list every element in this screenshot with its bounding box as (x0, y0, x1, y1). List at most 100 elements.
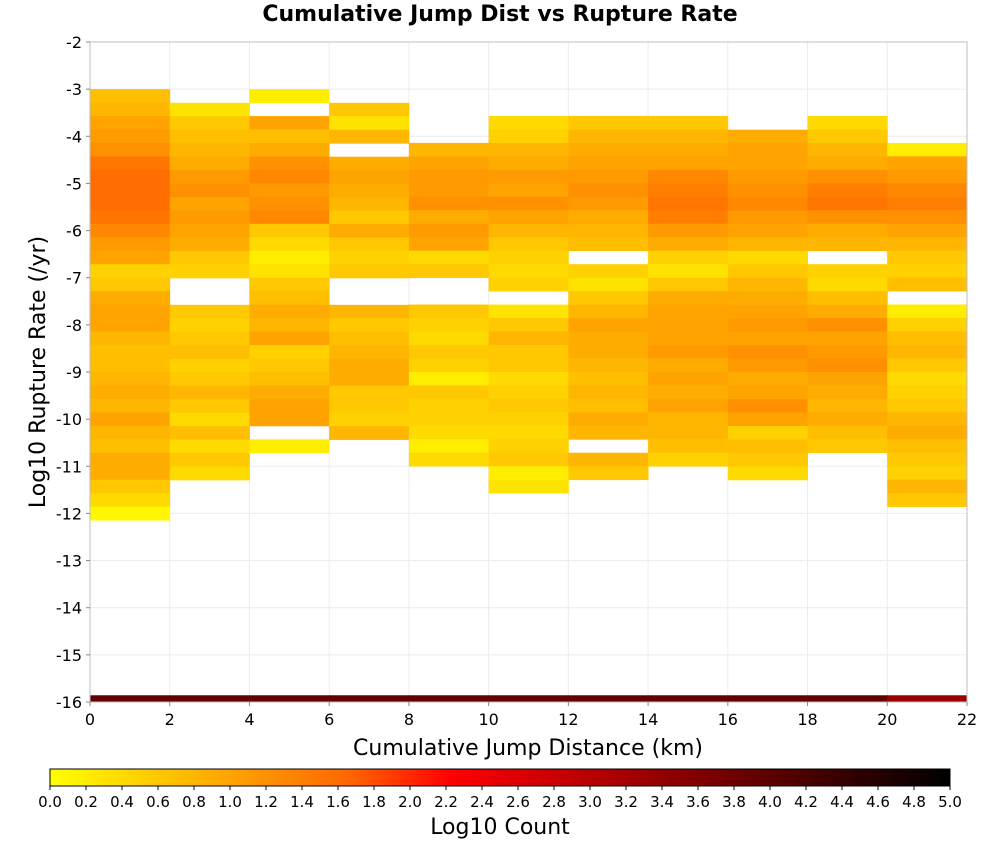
heatmap-cell (408, 196, 490, 211)
heatmap-cell (169, 224, 250, 238)
heatmap-cell (648, 142, 729, 157)
heatmap-cell (727, 237, 808, 252)
heatmap-cell (807, 237, 888, 252)
y-tick-label: -2 (66, 33, 82, 52)
heatmap-cell (568, 385, 649, 400)
heatmap-cell (648, 183, 729, 198)
heatmap-cell (408, 210, 490, 225)
heatmap-cell (727, 291, 808, 306)
colorbar-tick-label: 3.0 (578, 793, 602, 811)
heatmap-cell (648, 129, 729, 144)
heatmap-cell (488, 304, 569, 319)
heatmap-cell (807, 304, 888, 319)
heatmap-cell (169, 466, 250, 481)
heatmap-cell (408, 317, 490, 332)
y-tick-label: -5 (66, 174, 82, 193)
heatmap-cell (648, 358, 729, 373)
heatmap-cell (807, 210, 888, 225)
heatmap-cell (249, 169, 330, 184)
heatmap-cell (249, 358, 330, 373)
colorbar (49, 768, 951, 787)
heatmap-cell (648, 291, 729, 305)
heatmap-cell (249, 264, 330, 279)
heatmap-cell (408, 425, 490, 440)
colorbar-tick-label: 1.6 (326, 793, 350, 811)
heatmap-cell (329, 318, 410, 333)
heatmap-cell (249, 371, 330, 386)
heatmap-cell (887, 156, 968, 171)
heatmap-cell (807, 331, 888, 346)
heatmap-cell (488, 237, 569, 252)
heatmap-cell (90, 210, 171, 225)
colorbar-tick-label: 3.6 (686, 793, 710, 811)
heatmap-cell (727, 331, 808, 346)
heatmap-cell (249, 129, 330, 144)
heatmap-cell (169, 197, 250, 211)
heatmap-cell (568, 371, 649, 386)
heatmap-cell (169, 453, 250, 467)
heatmap-cell (249, 250, 330, 265)
heatmap-cell (568, 169, 649, 184)
heatmap-cell (90, 345, 171, 359)
x-tick-label: 14 (638, 710, 658, 729)
colorbar-tick-label: 1.4 (290, 793, 314, 811)
heatmap-cell (887, 223, 968, 238)
heatmap-cell (807, 183, 888, 198)
heatmap-cell (807, 169, 888, 184)
heatmap-cell (727, 318, 808, 333)
y-tick-label: -6 (66, 222, 82, 241)
y-tick-label: -7 (66, 269, 82, 288)
heatmap-cell (90, 439, 171, 454)
heatmap-cell (568, 358, 649, 373)
heatmap-cell (90, 318, 171, 332)
heatmap-cell (408, 156, 490, 171)
heatmap-cell (408, 385, 490, 400)
heatmap-cell (648, 318, 729, 332)
heatmap-cell (329, 156, 410, 171)
heatmap-cell (727, 304, 808, 319)
heatmap-cell (648, 425, 729, 440)
heatmap-cell (568, 412, 649, 427)
colorbar-tick-label: 0.6 (146, 793, 170, 811)
colorbar-tick-label: 3.4 (650, 793, 674, 811)
heatmap-cell (329, 426, 410, 440)
heatmap-cell (568, 304, 649, 319)
heatmap-cell (329, 129, 410, 144)
heatmap-cell (488, 223, 569, 238)
heatmap-cell (169, 412, 250, 427)
heatmap-cell (90, 358, 171, 373)
heatmap-cell (887, 264, 968, 278)
heatmap-cell (568, 129, 649, 144)
y-tick-label: -3 (66, 80, 82, 99)
heatmap-cell (169, 439, 250, 454)
heatmap-cell (249, 277, 330, 292)
heatmap-cell (329, 224, 410, 238)
heatmap-cell (249, 237, 330, 252)
heatmap-cell (90, 412, 171, 427)
chart-title: Cumulative Jump Dist vs Rupture Rate (262, 2, 738, 27)
y-tick-label: -13 (56, 552, 82, 571)
heatmap-cell (488, 264, 569, 279)
colorbar-tick-label: 2.4 (470, 793, 494, 811)
heatmap-cell (568, 223, 649, 238)
x-tick-label: 18 (797, 710, 817, 729)
heatmap-cell (249, 331, 330, 346)
heatmap-cell (887, 196, 968, 211)
heatmap-cell (90, 493, 171, 508)
heatmap-cell (488, 466, 569, 481)
heatmap-cell (408, 331, 490, 346)
y-tick-label: -15 (56, 646, 82, 665)
heatmap-cell (568, 183, 649, 198)
heatmap-cell (727, 345, 808, 360)
heatmap-cell (807, 439, 888, 454)
heatmap-cell (568, 344, 649, 359)
heatmap-cell (90, 506, 171, 521)
x-tick-label: 12 (558, 710, 578, 729)
heatmap-cell (249, 291, 330, 306)
heatmap-cell (249, 89, 330, 104)
heatmap-cell (807, 344, 888, 359)
heatmap-cell (408, 439, 490, 454)
colorbar-tick-label: 0.0 (38, 793, 62, 811)
heatmap-cell (169, 237, 250, 252)
heatmap-cell (727, 183, 808, 198)
